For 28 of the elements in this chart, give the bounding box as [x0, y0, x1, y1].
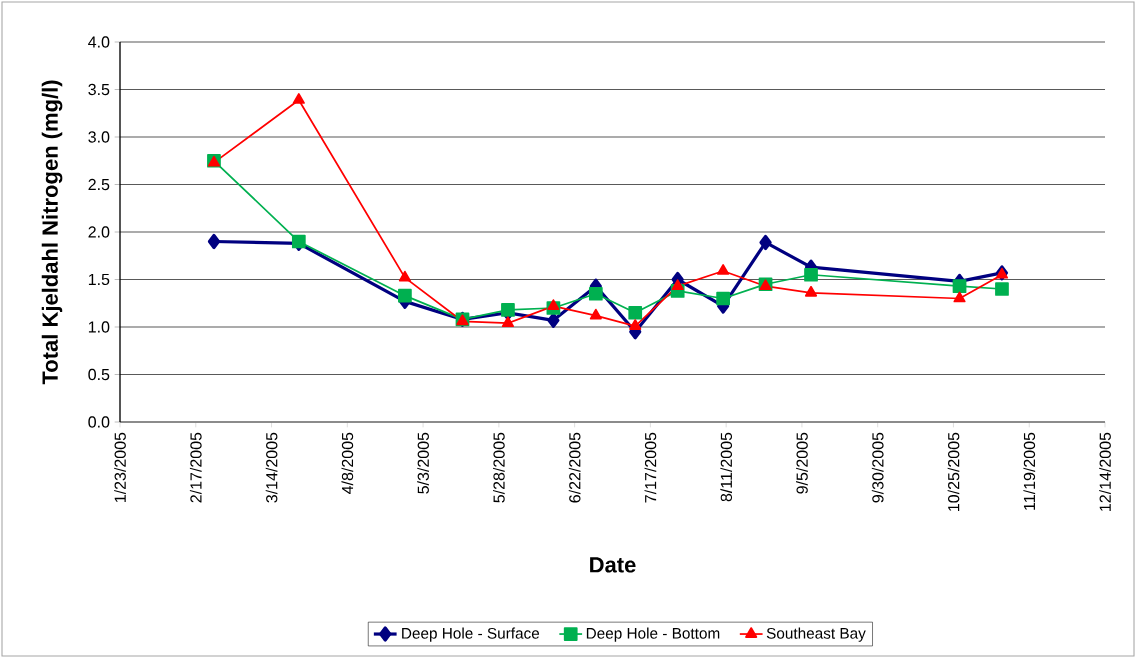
y-tick-label: 3.5 — [88, 83, 110, 96]
x-axis-title: Date — [590, 557, 636, 573]
x-tick-label: 5/3/2005 — [417, 432, 429, 494]
x-tick-label: 12/14/2005 — [1099, 432, 1111, 511]
y-tick-label: 1.0 — [88, 321, 110, 333]
x-tick-label: 3/14/2005 — [265, 432, 278, 503]
y-axis-title: Total Kjeldahl Nitrogen (mg/l) — [41, 80, 63, 385]
y-tick-label: 2.5 — [88, 178, 110, 191]
x-tick-label: 8/11/2005 — [720, 432, 733, 502]
x-tick-label: 4/8/2005 — [341, 432, 354, 494]
legend-label: Deep Hole - Surface — [402, 627, 540, 642]
y-tick-label: 0.0 — [88, 416, 110, 428]
x-tick-label: 11/19/2005 — [1023, 432, 1036, 510]
x-tick-label: 7/17/2005 — [644, 432, 657, 503]
y-tick-label: 2.0 — [88, 226, 110, 238]
y-tick-label: 4.0 — [88, 36, 110, 48]
legend-label: Deep Hole - Bottom — [586, 627, 720, 642]
y-tick-label: 0.5 — [88, 368, 110, 381]
x-tick-label: 2/17/2005 — [189, 432, 202, 503]
y-tick-label: 1.5 — [88, 273, 110, 286]
legend-label: Southeast Bay — [766, 627, 866, 642]
x-tick-label: 9/5/2005 — [796, 432, 808, 494]
x-tick-label: 5/28/2005 — [492, 432, 505, 503]
x-tick-label: 6/22/2005 — [568, 432, 581, 503]
x-tick-label: 10/25/2005 — [947, 432, 960, 511]
x-tick-label: 1/23/2005 — [114, 432, 126, 503]
x-tick-label: 9/30/2005 — [871, 432, 884, 503]
y-tick-label: 3.0 — [88, 131, 110, 143]
